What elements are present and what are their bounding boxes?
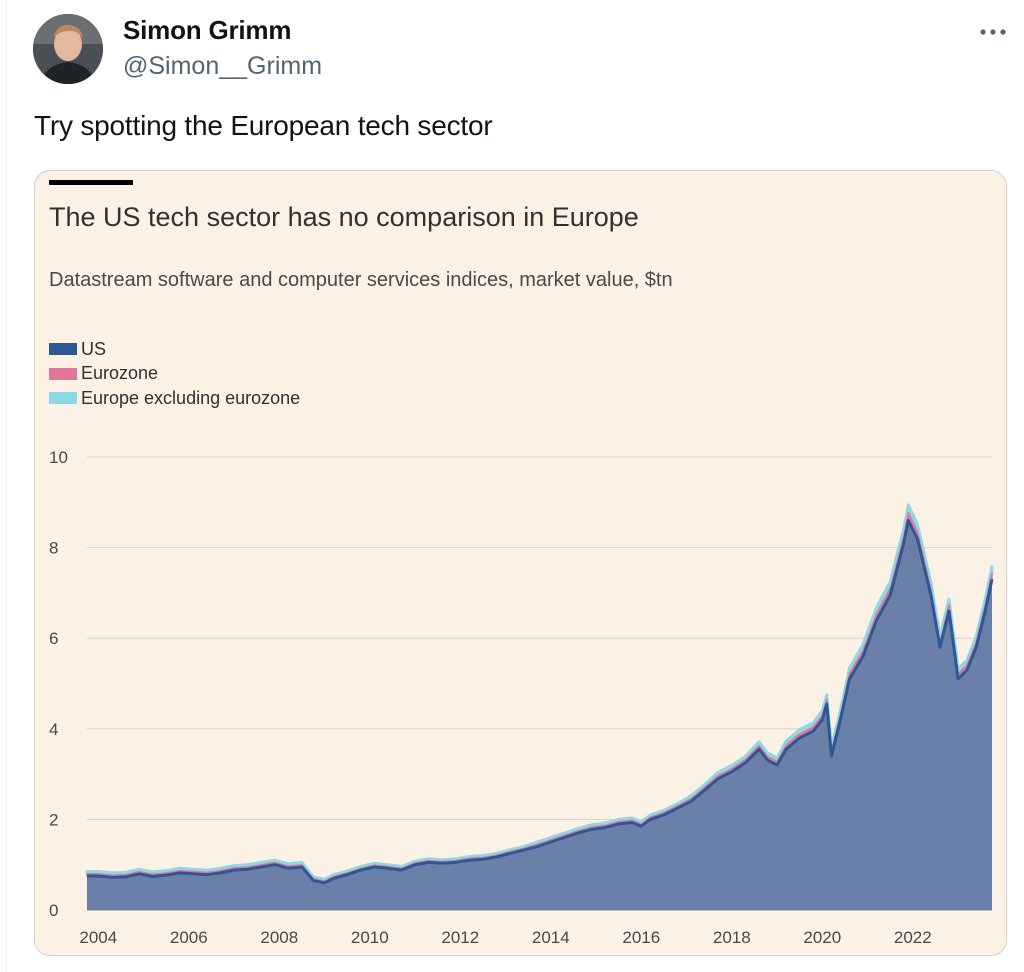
y-tick-8: 8 xyxy=(49,539,58,558)
display-name[interactable]: Simon Grimm xyxy=(123,15,292,45)
x-tick-2004: 2004 xyxy=(79,928,117,947)
y-tick-0: 0 xyxy=(49,901,58,920)
legend-label-europe-ex: Europe excluding eurozone xyxy=(81,387,301,408)
legend-item-europe-ex: Europe excluding eurozone xyxy=(49,386,300,411)
more-options-button[interactable] xyxy=(976,18,1010,46)
x-tick-2020: 2020 xyxy=(803,928,841,947)
x-tick-2022: 2022 xyxy=(894,928,932,947)
area-us xyxy=(87,520,992,910)
y-tick-2: 2 xyxy=(49,810,58,829)
y-tick-6: 6 xyxy=(49,629,58,648)
y-tick-4: 4 xyxy=(49,720,58,739)
tweet-text: Try spotting the European tech sector xyxy=(34,110,493,141)
x-tick-2012: 2012 xyxy=(441,928,479,947)
avatar[interactable] xyxy=(33,14,103,84)
x-tick-2014: 2014 xyxy=(532,928,570,947)
ft-header-bar xyxy=(49,180,133,185)
timeline-divider xyxy=(6,0,7,972)
user-handle[interactable]: @Simon__Grimm xyxy=(123,52,323,80)
x-tick-2008: 2008 xyxy=(260,928,298,947)
x-tick-2010: 2010 xyxy=(351,928,389,947)
more-horizontal-icon xyxy=(980,29,1006,35)
legend-item-eurozone: Eurozone xyxy=(49,362,300,387)
chart-plot: 0 2 4 6 8 10 2004 2006 2008 2010 2012 2014 2016 2018 2… xyxy=(49,448,994,947)
legend-swatch-us xyxy=(49,343,77,356)
chart-title: The US tech sector has no comparison in … xyxy=(49,202,639,232)
x-tick-2006: 2006 xyxy=(170,928,208,947)
legend-swatch-eurozone xyxy=(49,367,77,380)
line-us xyxy=(87,518,994,885)
legend-label-us: US xyxy=(81,338,107,359)
chart-subtitle: Datastream software and computer service… xyxy=(49,269,673,291)
chart-image-card[interactable]: The US tech sector has no comparison in … xyxy=(34,170,1007,956)
x-tick-2016: 2016 xyxy=(622,928,660,947)
chart-legend: US Eurozone Europe excluding eurozone xyxy=(49,337,300,411)
y-tick-10: 10 xyxy=(49,448,68,467)
legend-swatch-europe-ex xyxy=(49,392,77,405)
legend-label-eurozone: Eurozone xyxy=(81,363,159,384)
legend-item-us: US xyxy=(49,337,300,362)
x-tick-2018: 2018 xyxy=(713,928,751,947)
